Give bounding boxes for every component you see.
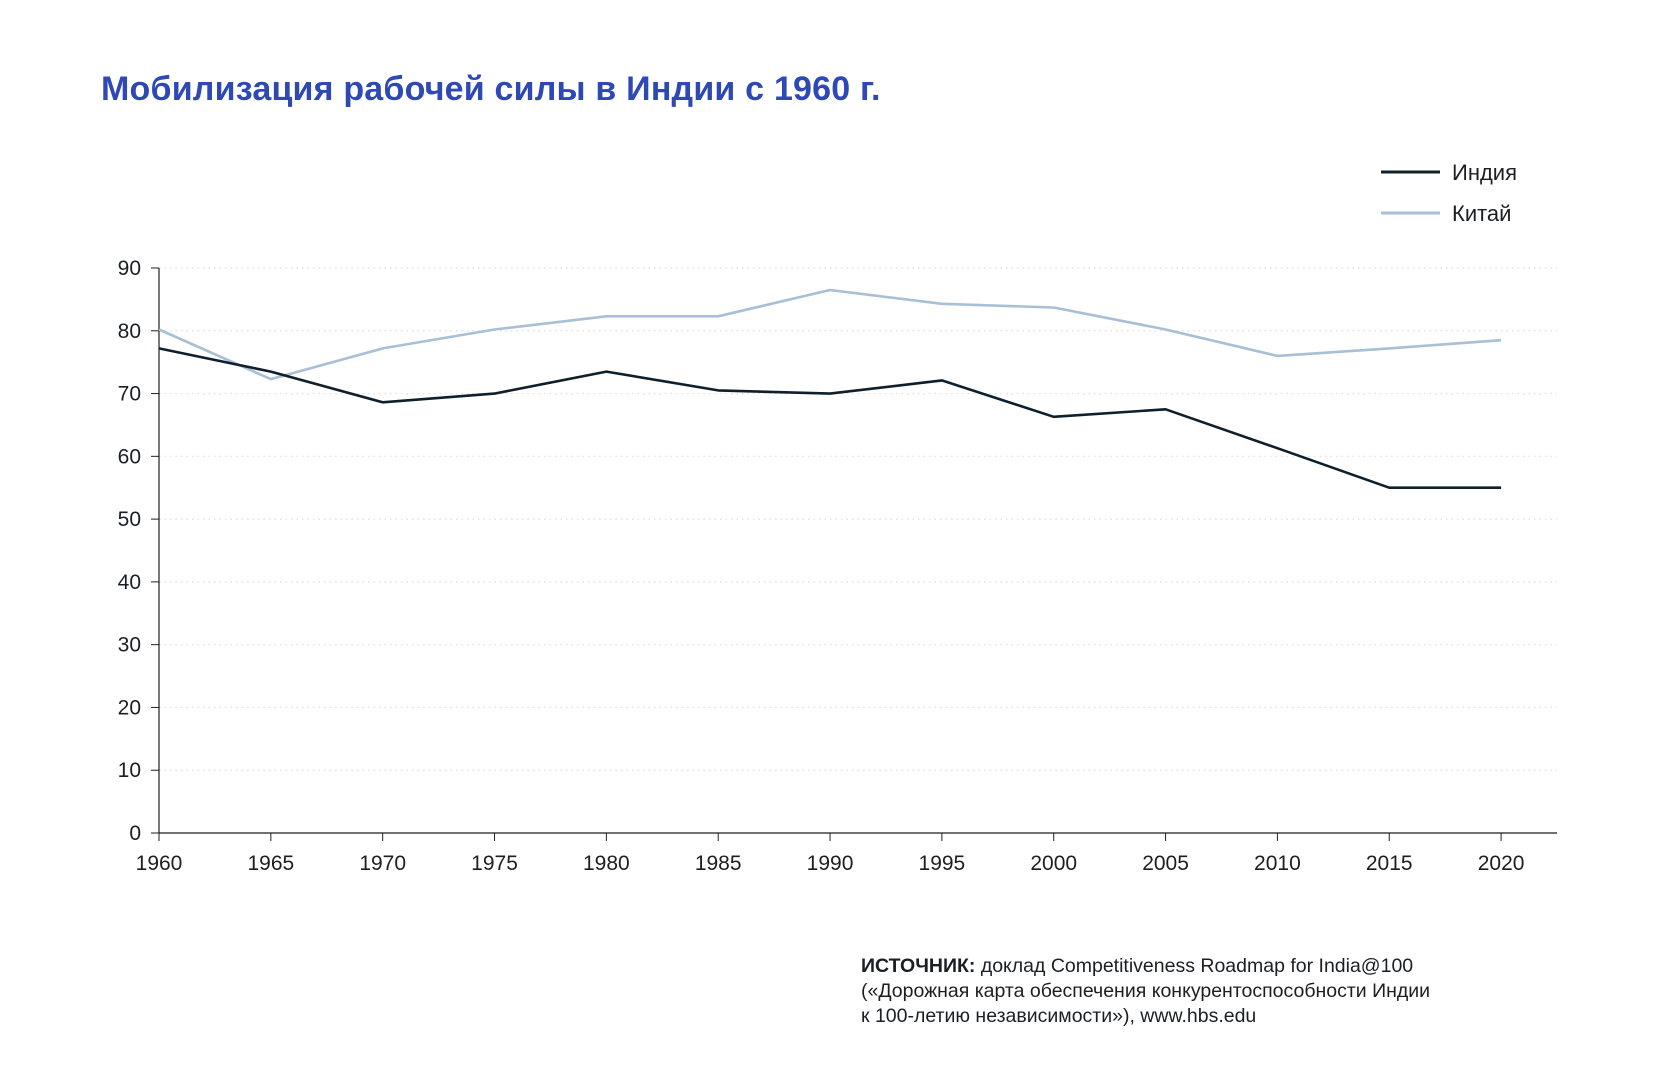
source-line-3: к 100-летию независимости»), www.hbs.edu [861, 1005, 1257, 1027]
legend-label: Индия [1452, 160, 1517, 185]
x-tick-label: 1960 [136, 852, 183, 875]
series-line-china [158, 288, 1502, 381]
x-tick-label: 1965 [247, 852, 294, 875]
series-line-india [158, 347, 1502, 490]
x-tick-label: 1975 [471, 852, 518, 875]
y-tick-label: 90 [118, 257, 141, 280]
source-line-1: доклад Competitiveness Roadmap for India… [975, 955, 1414, 977]
y-tick-label: 40 [118, 571, 141, 594]
y-tick-label: 10 [118, 759, 141, 782]
x-tick-label: 1970 [359, 852, 406, 875]
legend-label: Китай [1452, 201, 1511, 226]
source-label: ИСТОЧНИК: [861, 955, 976, 977]
gridlines [159, 267, 1557, 771]
x-tick-label: 1995 [919, 852, 966, 875]
y-tick-label: 30 [118, 634, 141, 657]
y-tick-label: 60 [118, 445, 141, 468]
source-line-2: («Дорожная карта обеспечения конкурентос… [861, 980, 1431, 1002]
legend: Индия Китай [1381, 160, 1517, 226]
x-tick-label: 2020 [1478, 852, 1525, 875]
y-tick-label: 50 [118, 508, 141, 531]
x-tick-label: 1985 [695, 852, 742, 875]
y-tick-label: 20 [118, 696, 141, 719]
source-note: ИСТОЧНИК: доклад Competitiveness Roadmap… [861, 954, 1561, 1029]
x-tick-label: 2005 [1142, 852, 1189, 875]
y-tick-label: 70 [118, 383, 141, 406]
y-tick-label: 80 [118, 320, 141, 343]
x-tick-label: 2000 [1030, 852, 1077, 875]
chart-title: Мобилизация рабочей силы в Индии с 1960 … [101, 70, 881, 108]
axes: 0 10 20 30 40 50 60 70 80 90 1960 1965 1970 1975 1980 1… [118, 257, 1557, 875]
x-tick-label: 1980 [583, 852, 630, 875]
y-tick-label: 0 [129, 822, 141, 845]
x-tick-label: 2015 [1366, 852, 1413, 875]
x-tick-label: 1990 [807, 852, 854, 875]
series-lines [158, 288, 1502, 490]
x-tick-label: 2010 [1254, 852, 1301, 875]
